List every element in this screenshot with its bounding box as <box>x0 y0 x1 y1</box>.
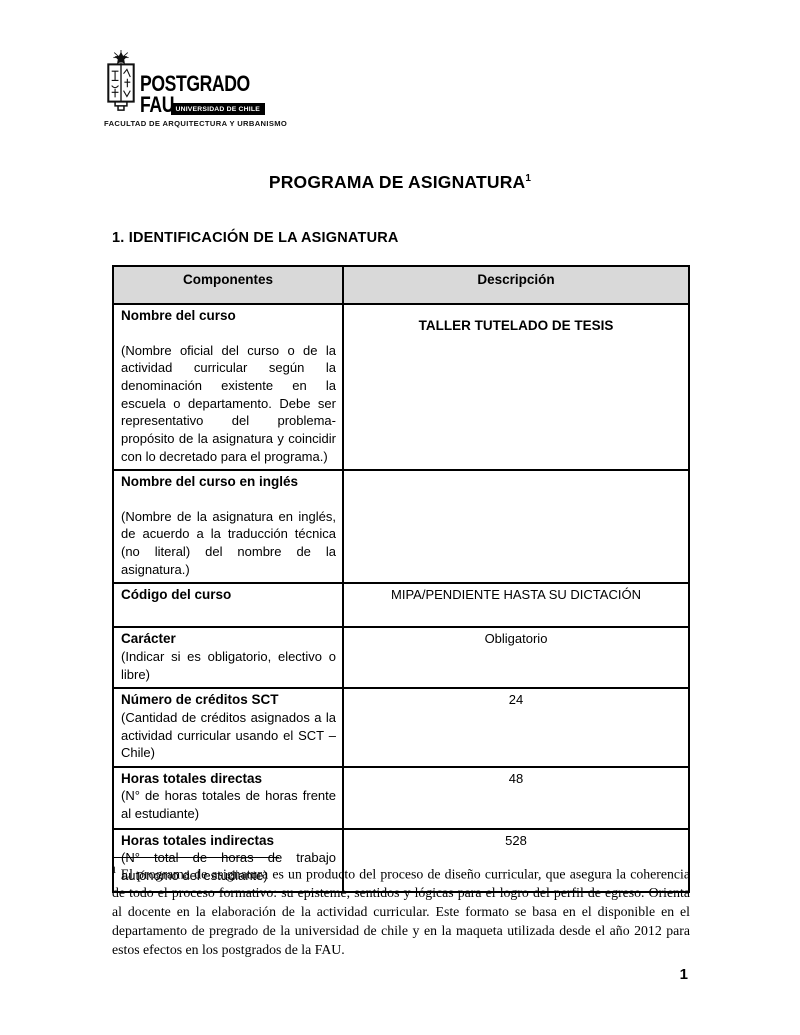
col-header-componentes: Componentes <box>112 265 344 305</box>
title-footnote-ref: 1 <box>525 173 532 185</box>
page-title-text: PROGRAMA DE ASIGNATURA <box>268 172 526 192</box>
table-row-codigo: Código del curso MIPA/PENDIENTE HASTA SU… <box>112 582 690 629</box>
row-note: (Indicar si es obligatorio, electivo o l… <box>121 649 336 682</box>
row-label: Carácter <box>121 631 176 647</box>
page-number: 1 <box>679 966 688 983</box>
table-row-horas-directas: Horas totales directas (N° de horas tota… <box>112 765 690 830</box>
table-row-creditos-sct: Número de créditos SCT (Cantidad de créd… <box>112 687 690 768</box>
row-label: Nombre del curso <box>121 308 236 323</box>
row-note: (Nombre de la asignatura en inglés, de a… <box>121 508 336 577</box>
row-label: Código del curso <box>121 587 232 603</box>
table-row-nombre-curso: Nombre del curso (Nombre oficial del cur… <box>112 302 690 472</box>
row-value: MIPA/PENDIENTE HASTA SU DICTACIÓN <box>342 582 690 629</box>
row-value: 528 <box>342 827 690 893</box>
row-label: Número de créditos SCT <box>121 692 279 708</box>
row-label: Horas totales indirectas <box>121 832 275 848</box>
section-heading: 1. IDENTIFICACIÓN DE LA ASIGNATURA <box>112 230 399 246</box>
row-label: Horas totales directas <box>121 770 263 786</box>
row-value: Obligatorio <box>342 626 690 690</box>
row-value: 48 <box>342 765 690 830</box>
row-label: Nombre del curso en inglés <box>121 474 299 490</box>
footnote: 1 El programa de asignatura es un produc… <box>112 864 690 959</box>
table-row-caracter: Carácter (Indicar si es obligatorio, ele… <box>112 626 690 690</box>
table-row-horas-indirectas: Horas totales indirectas (N° total de ho… <box>112 827 690 893</box>
row-note: (N° de horas totales de horas frente al … <box>121 788 336 822</box>
logo-postgrado-text: POSTGRADO <box>140 71 250 97</box>
row-value: 24 <box>342 687 690 768</box>
identification-table: Componentes Descripción Nombre del curso… <box>112 265 690 893</box>
university-crest-icon <box>107 50 135 111</box>
col-header-descripcion: Descripción <box>342 265 690 305</box>
page-title: PROGRAMA DE ASIGNATURA1 <box>0 172 800 193</box>
row-value: TALLER TUTELADO DE TESIS <box>342 302 690 472</box>
logo-university-badge: UNIVERSIDAD DE CHILE <box>170 103 265 115</box>
table-header-row: Componentes Descripción <box>112 265 690 305</box>
row-note: (Nombre oficial del curso o de la activi… <box>121 342 336 464</box>
footnote-separator <box>112 857 279 858</box>
footnote-text: El programa de asignatura es un producto… <box>112 866 690 957</box>
row-value <box>342 469 690 585</box>
footnote-marker: 1 <box>112 865 117 875</box>
logo-fau-text: FAU <box>140 92 174 118</box>
row-note: (Cantidad de créditos asignados a la act… <box>121 709 336 761</box>
logo-faculty-subtitle: FACULTAD DE ARQUITECTURA Y URBANISMO <box>104 119 288 128</box>
logo: POSTGRADO FAU UNIVERSIDAD DE CHILE FACUL… <box>104 50 288 128</box>
table-row-nombre-ingles: Nombre del curso en inglés (Nombre de la… <box>112 469 690 585</box>
